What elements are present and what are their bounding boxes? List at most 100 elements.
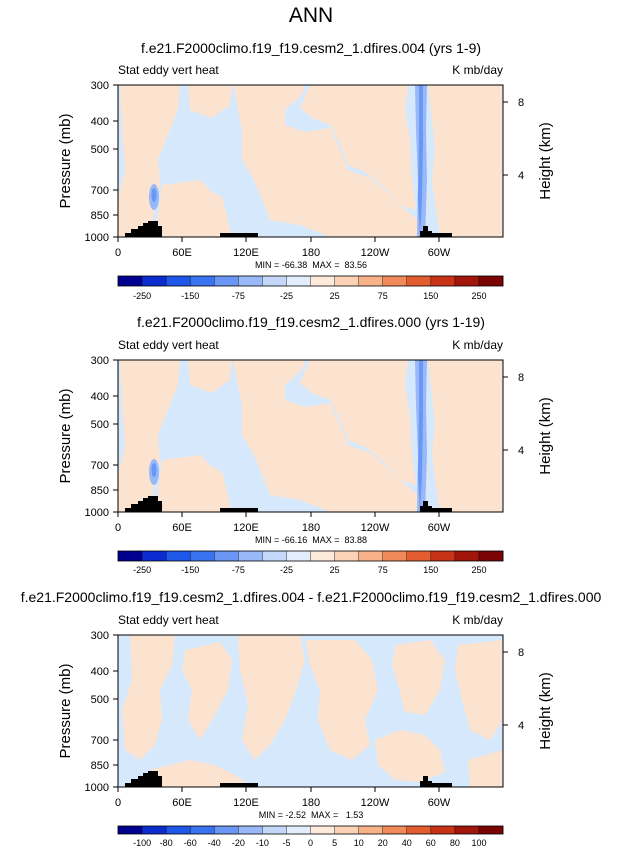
colorbar-label: 250 [471,291,486,301]
y-axis: 300 400 500 700 850 1000 Pressure (mb) [57,355,118,519]
panel-title: f.e21.F2000climo.f19_f19.cesm2_1.dfires.… [141,40,481,56]
topography-africa [125,496,162,512]
colorbar-label: 75 [378,565,388,575]
colorbar-swatch [118,551,143,561]
colorbar-swatch [430,276,456,286]
x-tick-label: 0 [115,247,121,259]
y2-axis-label: Height (km) [537,122,554,200]
colorbar-label: -20 [232,838,245,848]
y-tick-label: 500 [91,144,109,156]
y2-tick-label: 8 [518,97,524,109]
positive-region [306,640,378,760]
min-max-stats: MIN = -2.52 MAX = 1.53 [259,810,364,820]
y2-axis: 8 4 Height (km) [503,647,554,750]
colorbar-label: 20 [378,838,388,848]
positive-region [155,455,232,512]
colorbar-swatch [406,826,432,834]
colorbar-swatch [238,276,263,286]
colorbar-swatch [358,551,383,561]
colorbar-swatch [310,276,335,286]
x-tick-label: 120W [361,522,390,534]
y-tick-label: 700 [91,735,109,747]
y-tick-label: 400 [91,666,109,678]
x-tick-label: 60E [172,522,192,534]
y-tick-label: 400 [91,391,109,403]
colorbar-swatch [142,276,167,286]
positive-region [375,730,445,782]
y-tick-label: 400 [91,116,109,128]
colorbar-swatch [454,276,480,286]
topography-andes [420,776,452,787]
colorbar: -250 -150 -75 -25 25 75 150 250 [117,550,504,575]
y-axis-label: Pressure (mb) [57,388,74,483]
positive-region [188,360,232,393]
colorbar-swatch [190,276,215,286]
colorbar-swatch [310,826,335,834]
colorbar-swatch [382,276,408,286]
x-tick-label: 0 [115,797,121,809]
colorbar-swatch [334,276,359,286]
colorbar-label: -80 [160,838,173,848]
negative-core-band [418,85,423,237]
positive-region [118,85,180,237]
colorbar-swatch [454,826,480,834]
panel-1: f.e21.F2000climo.f19_f19.cesm2_1.dfires.… [57,40,554,301]
x-axis: 0 60E 120E 180 120W 60W [115,237,451,259]
positive-region [468,750,503,787]
y2-tick-label: 4 [518,445,524,457]
y2-tick-label: 8 [518,372,524,384]
panel-title: f.e21.F2000climo.f19_f19.cesm2_1.dfires.… [137,314,485,330]
y2-axis-label: Height (km) [537,672,554,750]
colorbar-swatch [334,826,359,834]
x-tick-label: 60W [428,522,451,534]
y-tick-label: 850 [91,210,109,222]
positive-region [122,635,175,760]
colorbar-swatch [286,276,311,286]
left-label: Stat eddy vert heat [118,338,219,352]
colorbar-label: 40 [402,838,412,848]
y-tick-label: 850 [91,760,109,772]
y-axis: 300 400 500 700 850 1000 Pressure (mb) [57,80,118,244]
right-label: K mb/day [452,63,503,77]
colorbar-label: 60 [426,838,436,848]
positive-region [428,85,503,237]
panel-2: f.e21.F2000climo.f19_f19.cesm2_1.dfires.… [57,314,554,575]
positive-region [238,635,305,760]
right-label: K mb/day [452,338,503,352]
colorbar-swatch [454,551,480,561]
y-tick-label: 300 [91,630,109,642]
colorbar-swatch [406,551,432,561]
left-label: Stat eddy vert heat [118,63,219,77]
colorbar-swatch [166,276,191,286]
colorbar: -100 -80 -60 -40 -20 -10 -5 0 5 10 20 40… [117,825,504,848]
y-tick-label: 300 [91,80,109,92]
colorbar-label: -5 [282,838,290,848]
colorbar-swatch [118,826,143,834]
colorbar-swatch [430,551,456,561]
colorbar: -250 -150 -75 -25 25 75 150 250 [117,275,504,301]
topography-andes [420,501,452,512]
colorbar-label: 75 [378,291,388,301]
positive-region [182,642,232,740]
colorbar-swatch [286,826,311,834]
colorbar-swatch [142,551,167,561]
positive-region [455,640,503,740]
colorbar-frame [117,550,504,562]
positive-region [428,360,503,512]
contour-field [118,635,503,787]
x-axis: 0 60E 120E 180 120W 60W [115,512,451,534]
negative-pocket-core [151,188,157,202]
topography-africa [125,771,162,787]
topography-maritime [220,783,258,787]
colorbar-label: 80 [450,838,460,848]
colorbar-swatch [238,551,263,561]
colorbar-label: -150 [181,565,199,575]
colorbar-swatches [118,551,504,561]
colorbar-label: 25 [330,565,340,575]
y2-tick-label: 4 [518,720,524,732]
x-axis: 0 60E 120E 180 120W 60W [115,787,451,809]
positive-region [300,85,416,210]
positive-region [392,640,445,715]
positive-region [188,85,232,118]
colorbar-label: -25 [280,291,293,301]
